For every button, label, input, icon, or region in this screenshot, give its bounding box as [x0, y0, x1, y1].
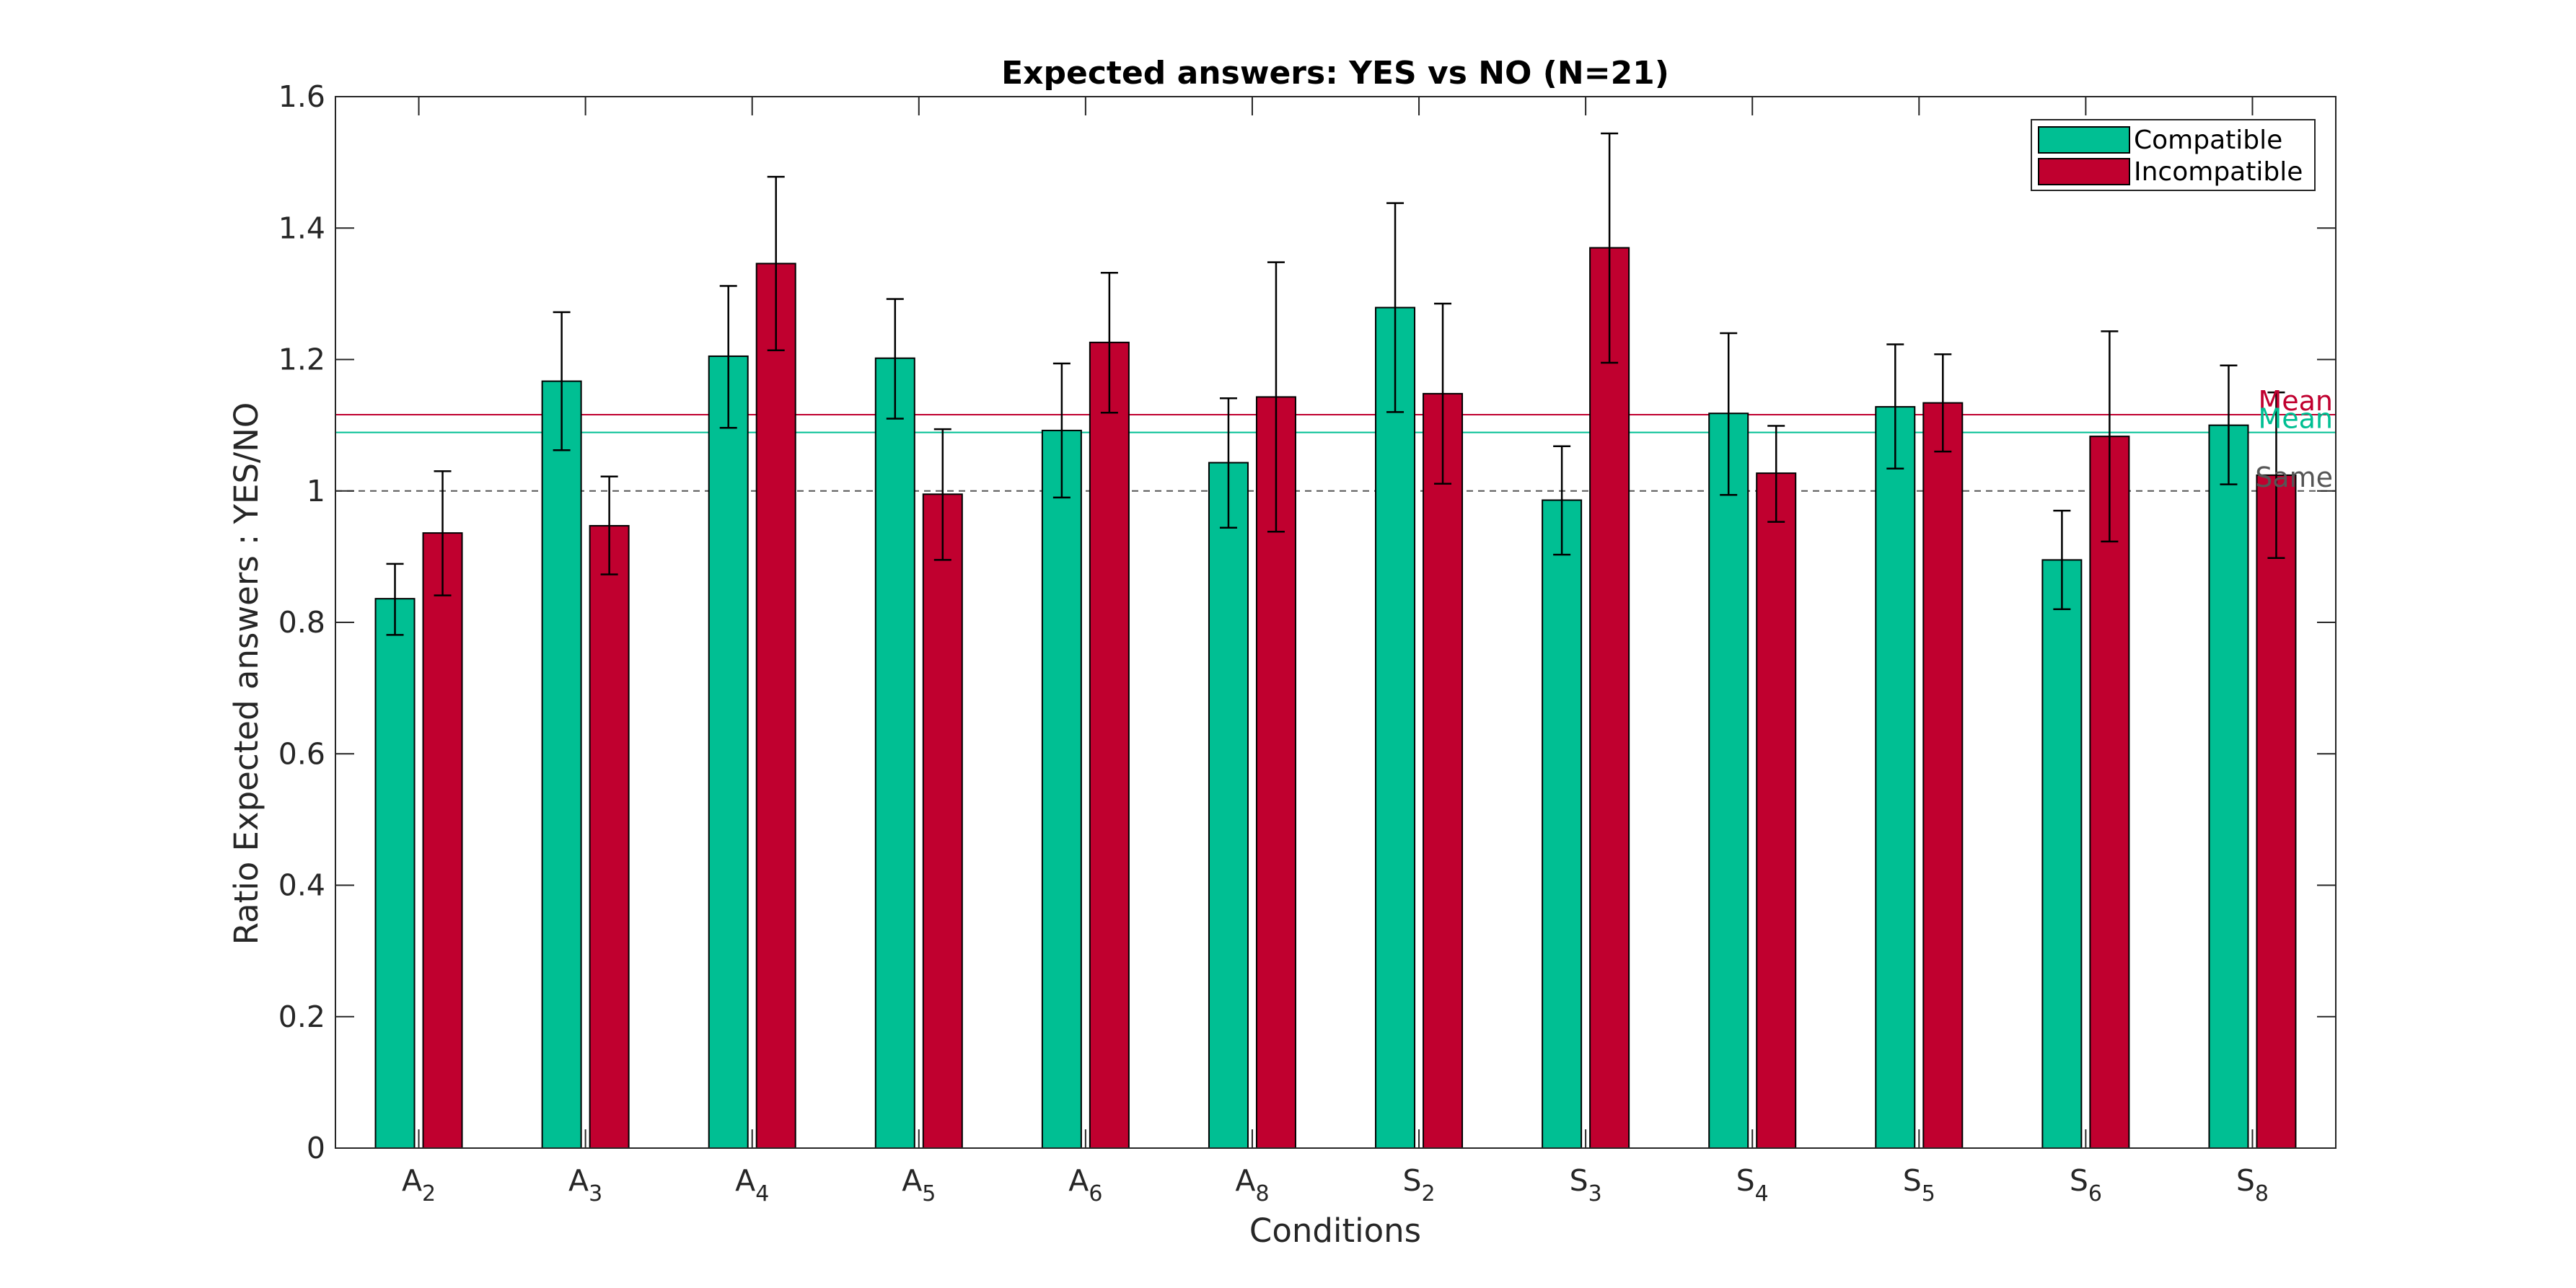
bar-compatible-3 [874, 357, 915, 1149]
bar-incompatible-11 [2256, 474, 2297, 1149]
x-tick-label: A6 [1068, 1163, 1102, 1207]
x-tick-label: S5 [1903, 1163, 1935, 1207]
bar-incompatible-6 [1423, 392, 1464, 1149]
error-bar-compatible-10 [2053, 509, 2071, 611]
x-tick-label: S6 [2070, 1163, 2102, 1207]
error-bar-compatible-11 [2220, 364, 2238, 485]
bar-compatible-1 [541, 380, 582, 1149]
bar-compatible-6 [1375, 306, 1416, 1150]
error-bar-compatible-9 [1886, 343, 1904, 470]
bar-compatible-2 [708, 355, 749, 1150]
error-bar-incompatible-3 [933, 428, 951, 561]
bar-compatible-5 [1208, 462, 1249, 1149]
legend-swatch-compatible [2038, 126, 2130, 154]
reference-line-label-1: Mean [2258, 403, 2333, 435]
bar-compatible-0 [374, 598, 416, 1149]
x-tick-label: A2 [402, 1163, 436, 1207]
error-bar-compatible-7 [1553, 445, 1571, 556]
error-bar-compatible-8 [1720, 332, 1738, 496]
error-bar-incompatible-10 [2101, 330, 2119, 543]
error-bar-incompatible-5 [1267, 261, 1285, 533]
error-bar-incompatible-7 [1601, 132, 1619, 364]
error-bar-compatible-6 [1386, 202, 1405, 413]
bar-incompatible-3 [922, 493, 963, 1149]
x-tick-label: S2 [1402, 1163, 1435, 1207]
y-tick-label: 0.4 [278, 868, 325, 903]
reference-line-label-2: Same [2255, 462, 2333, 493]
error-bar-compatible-0 [386, 563, 404, 636]
x-tick-label: A5 [902, 1163, 936, 1207]
bar-compatible-7 [1542, 499, 1583, 1149]
error-bar-compatible-5 [1219, 397, 1237, 529]
plot-area [335, 97, 2336, 1148]
reference-line-label-0: Mean [2258, 385, 2333, 417]
error-bar-compatible-4 [1052, 362, 1071, 499]
legend-swatch-incompatible [2038, 158, 2130, 185]
error-bar-incompatible-0 [434, 470, 452, 596]
error-bar-incompatible-4 [1100, 271, 1118, 414]
error-bar-incompatible-1 [600, 475, 618, 575]
y-tick-label: 0.8 [278, 605, 325, 640]
bar-incompatible-8 [1756, 472, 1797, 1149]
y-axis-label: Ratio Expected answers : YES/NO [227, 402, 265, 945]
bar-incompatible-1 [589, 525, 630, 1149]
x-tick-label: S8 [2236, 1163, 2269, 1207]
x-tick-label: A3 [568, 1163, 602, 1207]
y-tick-label: 0.2 [278, 1000, 325, 1034]
error-bar-incompatible-2 [767, 175, 785, 351]
y-tick-label: 0.6 [278, 736, 325, 771]
bar-incompatible-4 [1089, 341, 1130, 1149]
bar-incompatible-2 [755, 263, 796, 1149]
bar-compatible-10 [2041, 559, 2083, 1149]
y-tick-label: 1 [307, 474, 325, 508]
chart-title: Expected answers: YES vs NO (N=21) [1001, 55, 1669, 92]
y-tick-label: 0 [307, 1131, 325, 1165]
error-bar-incompatible-8 [1767, 425, 1785, 523]
x-axis-label: Conditions [1249, 1212, 1421, 1250]
x-tick-label: S4 [1736, 1163, 1769, 1207]
bar-incompatible-7 [1589, 247, 1630, 1149]
bar-incompatible-10 [2089, 436, 2130, 1149]
bar-compatible-8 [1708, 413, 1749, 1149]
error-bar-compatible-3 [886, 298, 904, 420]
x-tick-label: A4 [735, 1163, 769, 1207]
x-tick-label: S3 [1570, 1163, 1602, 1207]
bar-compatible-11 [2208, 424, 2249, 1149]
legend-label-compatible: Compatible [2134, 125, 2282, 155]
bar-compatible-9 [1875, 406, 1916, 1149]
x-tick-label: A8 [1235, 1163, 1269, 1207]
bar-incompatible-0 [422, 532, 463, 1149]
bar-incompatible-9 [1922, 402, 1964, 1150]
error-bar-compatible-1 [553, 311, 571, 451]
error-bar-compatible-2 [719, 285, 737, 429]
error-bar-incompatible-6 [1434, 302, 1452, 485]
error-bar-incompatible-11 [2267, 391, 2285, 559]
y-tick-label: 1.4 [278, 211, 325, 245]
y-tick-label: 1.6 [278, 79, 325, 114]
bar-compatible-4 [1041, 429, 1082, 1149]
legend-label-incompatible: Incompatible [2134, 157, 2303, 187]
error-bar-incompatible-9 [1934, 353, 1952, 453]
y-tick-label: 1.2 [278, 343, 325, 377]
